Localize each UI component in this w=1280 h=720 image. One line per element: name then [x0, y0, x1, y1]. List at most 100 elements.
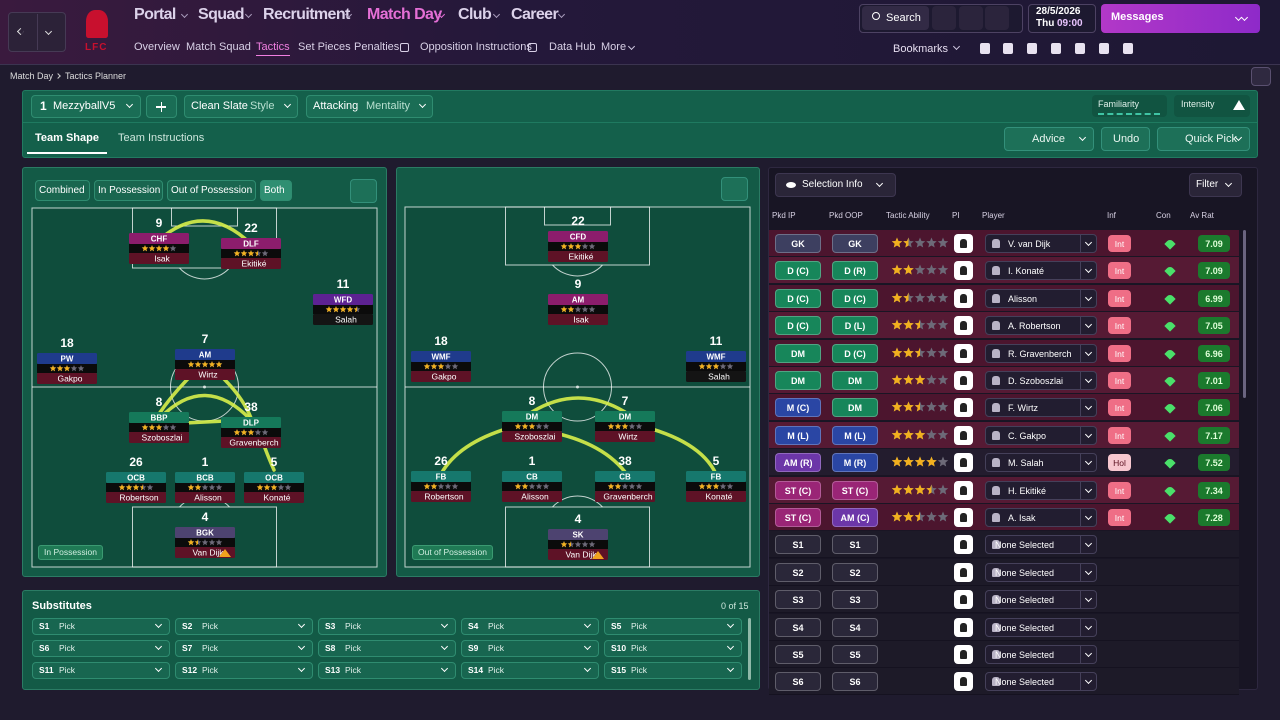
position-pill[interactable] [775, 316, 821, 336]
pitch-tool[interactable] [688, 212, 714, 236]
header-icon[interactable] [932, 6, 956, 30]
player-select[interactable] [985, 425, 1097, 445]
inf-badge[interactable] [1108, 509, 1131, 526]
close-button[interactable] [1251, 67, 1271, 86]
inf-badge[interactable] [1108, 289, 1131, 307]
action-label[interactable]: Undo [1113, 133, 1140, 145]
position-pill[interactable] [832, 480, 878, 500]
action-button[interactable] [1004, 127, 1094, 151]
pitch-tool[interactable] [720, 212, 746, 236]
action-label[interactable]: Advice [1032, 133, 1066, 145]
position-pill[interactable] [832, 453, 878, 473]
sub-slot[interactable] [461, 640, 599, 657]
position-pill[interactable] [775, 398, 821, 418]
rating-pill[interactable] [1198, 454, 1230, 472]
rating-pill[interactable] [1198, 372, 1230, 389]
pitch-settings[interactable] [721, 177, 748, 201]
position-pill[interactable] [775, 453, 821, 473]
filter-button[interactable] [35, 180, 90, 201]
position-pill[interactable] [832, 234, 878, 253]
position-pill[interactable] [832, 562, 878, 582]
filter-label[interactable]: Combined [39, 185, 85, 196]
inf-badge[interactable] [1108, 317, 1131, 335]
position-pill[interactable] [832, 425, 878, 445]
player-select[interactable] [985, 535, 1097, 555]
position-pill[interactable] [775, 672, 821, 692]
sub-slot[interactable] [175, 662, 313, 679]
player-select[interactable] [985, 672, 1097, 692]
sub-slot[interactable] [32, 640, 170, 657]
action-label[interactable]: Quick Pick [1185, 133, 1237, 145]
player-select[interactable] [985, 590, 1097, 610]
position-pill[interactable] [775, 508, 821, 527]
inf-badge[interactable] [1108, 454, 1131, 472]
rating-pill[interactable] [1198, 399, 1230, 417]
player-select[interactable] [985, 398, 1097, 418]
position-pill[interactable] [775, 371, 821, 390]
tab[interactable]: Team Shape [35, 132, 99, 144]
position-pill[interactable] [832, 617, 878, 637]
filter-label[interactable]: Both [264, 185, 285, 196]
sub-slot[interactable] [318, 662, 456, 679]
date-box[interactable] [1028, 4, 1096, 33]
bookmarks[interactable]: Bookmarks [893, 43, 949, 55]
player-select[interactable] [985, 562, 1097, 582]
position-pill[interactable] [832, 508, 878, 527]
subnav-item[interactable]: Data Hub [549, 41, 596, 53]
position-pill[interactable] [832, 398, 878, 418]
player-select[interactable] [985, 645, 1097, 664]
sub-slot[interactable] [175, 640, 313, 657]
rating-pill[interactable] [1198, 509, 1230, 526]
tactic-select[interactable] [31, 95, 141, 118]
inf-badge[interactable] [1108, 426, 1131, 444]
filter-label[interactable]: In Possession [98, 185, 161, 196]
player-select[interactable] [985, 343, 1097, 363]
position-pill[interactable] [775, 343, 821, 363]
subnav-item[interactable]: Set Pieces [298, 41, 351, 53]
position-pill[interactable] [832, 645, 878, 664]
position-pill[interactable] [775, 234, 821, 253]
position-pill[interactable] [832, 316, 878, 336]
nav-item[interactable]: Portal [134, 6, 176, 23]
sub-slot[interactable] [604, 618, 742, 635]
nav-item[interactable]: Squad [198, 6, 245, 23]
familiarity-box[interactable] [1092, 95, 1167, 117]
position-pill[interactable] [775, 645, 821, 664]
sub-slot[interactable] [318, 618, 456, 635]
subnav-item[interactable]: Match Squad [186, 41, 251, 53]
position-pill[interactable] [832, 371, 878, 390]
style-select[interactable] [184, 95, 298, 118]
action-button[interactable] [1101, 127, 1150, 151]
position-pill[interactable] [775, 425, 821, 445]
subnav-item[interactable]: Penalties [354, 41, 400, 53]
nav-item[interactable]: Club [458, 6, 492, 23]
filter-label[interactable]: Out of Possession [171, 185, 253, 196]
position-pill[interactable] [832, 261, 878, 281]
position-pill[interactable] [775, 535, 821, 555]
sub-slot[interactable] [461, 662, 599, 679]
rating-pill[interactable] [1198, 289, 1230, 307]
position-pill[interactable] [775, 617, 821, 637]
sub-slot[interactable] [175, 618, 313, 635]
player-select[interactable] [985, 480, 1097, 500]
subnav-item[interactable]: Overview [134, 41, 180, 53]
player-select[interactable] [985, 234, 1097, 253]
sub-slot[interactable] [32, 662, 170, 679]
inf-badge[interactable] [1108, 399, 1131, 417]
intensity-box[interactable] [1174, 95, 1250, 117]
nav-item[interactable]: Recruitment [263, 6, 350, 23]
position-pill[interactable] [775, 562, 821, 582]
position-pill[interactable] [832, 590, 878, 610]
subnav-item[interactable]: Opposition Instructions [420, 41, 532, 53]
position-pill[interactable] [775, 480, 821, 500]
action-button[interactable] [1157, 127, 1250, 151]
breadcrumb[interactable]: Match Day [10, 71, 54, 81]
player-select[interactable] [985, 617, 1097, 637]
inf-badge[interactable] [1108, 372, 1131, 389]
pitch-tool[interactable] [345, 216, 371, 240]
position-pill[interactable] [832, 535, 878, 555]
subnav-item[interactable]: More [601, 41, 627, 53]
rating-pill[interactable] [1198, 426, 1230, 444]
position-pill[interactable] [775, 590, 821, 610]
header-icon[interactable] [959, 6, 983, 30]
